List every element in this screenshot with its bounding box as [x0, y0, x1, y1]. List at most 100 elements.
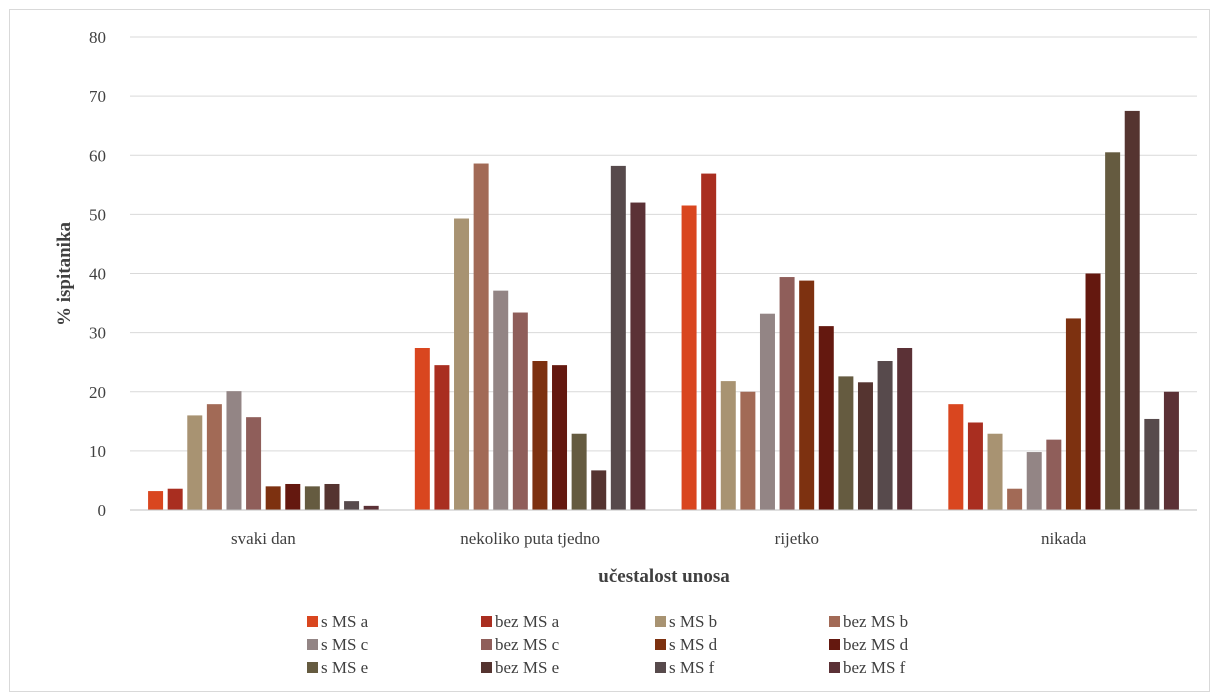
- x-category-label: nikada: [1041, 529, 1087, 548]
- bar: [246, 417, 262, 510]
- bar: [304, 486, 320, 510]
- bar: [187, 415, 203, 510]
- y-tick-label: 10: [89, 442, 106, 461]
- y-tick-label: 0: [98, 501, 107, 520]
- y-tick-label: 50: [89, 205, 106, 224]
- x-category-label: svaki dan: [231, 529, 296, 548]
- bar: [167, 488, 183, 510]
- y-tick-label: 60: [89, 146, 106, 165]
- bar: [1105, 152, 1121, 510]
- y-axis-ticks: 0 10 20 30 40 50 60 70 80: [89, 28, 106, 520]
- legend-label: s MS b: [669, 612, 717, 631]
- bar: [1163, 391, 1179, 510]
- legend-swatch: [655, 662, 666, 673]
- bar: [265, 486, 281, 510]
- y-tick-label: 20: [89, 383, 106, 402]
- legend-label: s MS f: [669, 658, 715, 677]
- bar: [948, 404, 964, 510]
- bar: [610, 165, 626, 510]
- bar: [967, 422, 983, 510]
- x-category-label: nekoliko puta tjedno: [460, 529, 600, 548]
- bar: [779, 277, 795, 510]
- legend-item: bez MS d: [829, 635, 909, 654]
- bar: [148, 491, 164, 510]
- bar: [857, 382, 873, 510]
- y-tick-label: 80: [89, 28, 106, 47]
- bar: [1144, 418, 1160, 510]
- legend-item: s MS d: [655, 635, 718, 654]
- legend-swatch: [481, 639, 492, 650]
- legend-label: s MS e: [321, 658, 368, 677]
- y-tick-label: 40: [89, 265, 106, 284]
- bar: [877, 361, 893, 510]
- legend-item: s MS a: [307, 612, 369, 631]
- legend-swatch: [829, 616, 840, 627]
- legend-item: s MS f: [655, 658, 715, 677]
- bar: [454, 218, 470, 511]
- legend-label: bez MS f: [843, 658, 906, 677]
- legend-swatch: [307, 616, 318, 627]
- legend-label: bez MS b: [843, 612, 908, 631]
- legend-item: bez MS f: [829, 658, 906, 677]
- bar: [512, 312, 528, 510]
- legend-label: bez MS a: [495, 612, 560, 631]
- legend-swatch: [655, 616, 666, 627]
- bar: [838, 376, 854, 510]
- bar: [532, 361, 548, 510]
- legend-swatch: [481, 662, 492, 673]
- bar: [571, 433, 587, 510]
- legend-label: s MS c: [321, 635, 369, 654]
- legend-label: bez MS c: [495, 635, 560, 654]
- bar: [1065, 318, 1081, 510]
- bar: [1007, 488, 1023, 510]
- legend-item: bez MS c: [481, 635, 560, 654]
- legend-swatch: [829, 639, 840, 650]
- legend-item: s MS e: [307, 658, 368, 677]
- legend-item: bez MS e: [481, 658, 559, 677]
- bar: [363, 505, 379, 510]
- bar: [344, 501, 360, 510]
- x-category-label: rijetko: [775, 529, 819, 548]
- bar: [434, 365, 450, 510]
- x-axis-title: učestalost unosa: [598, 566, 730, 587]
- legend-item: s MS b: [655, 612, 717, 631]
- y-tick-label: 30: [89, 324, 106, 343]
- bar: [897, 347, 913, 510]
- bar: [1124, 110, 1140, 510]
- legend-label: bez MS e: [495, 658, 559, 677]
- legend-label: bez MS d: [843, 635, 909, 654]
- bar: [740, 391, 756, 510]
- x-axis-categories: svaki dan nekoliko puta tjedno rijetko nika…: [231, 529, 1087, 548]
- legend-label: s MS a: [321, 612, 369, 631]
- chart-frame: [9, 9, 1210, 692]
- bar: [226, 391, 242, 510]
- legend-swatch: [307, 639, 318, 650]
- legend-swatch: [829, 662, 840, 673]
- bars: [148, 110, 1179, 511]
- bar: [324, 483, 340, 510]
- legend-label: s MS d: [669, 635, 718, 654]
- bar: [799, 280, 815, 510]
- bar: [818, 326, 834, 510]
- bar: [720, 381, 736, 510]
- legend-item: bez MS b: [829, 612, 908, 631]
- bar: [759, 313, 775, 510]
- bar: [1026, 452, 1042, 510]
- bar: [591, 470, 607, 510]
- legend-swatch: [655, 639, 666, 650]
- bar: [473, 163, 489, 510]
- y-tick-label: 70: [89, 87, 106, 106]
- bar: [552, 365, 568, 510]
- gridlines: [130, 36, 1197, 452]
- y-axis-title: % ispitanika: [54, 221, 75, 326]
- bar: [987, 433, 1003, 510]
- legend-swatch: [481, 616, 492, 627]
- bar: [285, 483, 301, 510]
- bar: [206, 404, 222, 510]
- bar: [414, 347, 430, 510]
- bar: [493, 290, 509, 510]
- legend: s MS a bez MS a s MS b bez MS b s MS c bez MS…: [307, 612, 909, 677]
- bar: [1085, 273, 1101, 510]
- legend-swatch: [307, 662, 318, 673]
